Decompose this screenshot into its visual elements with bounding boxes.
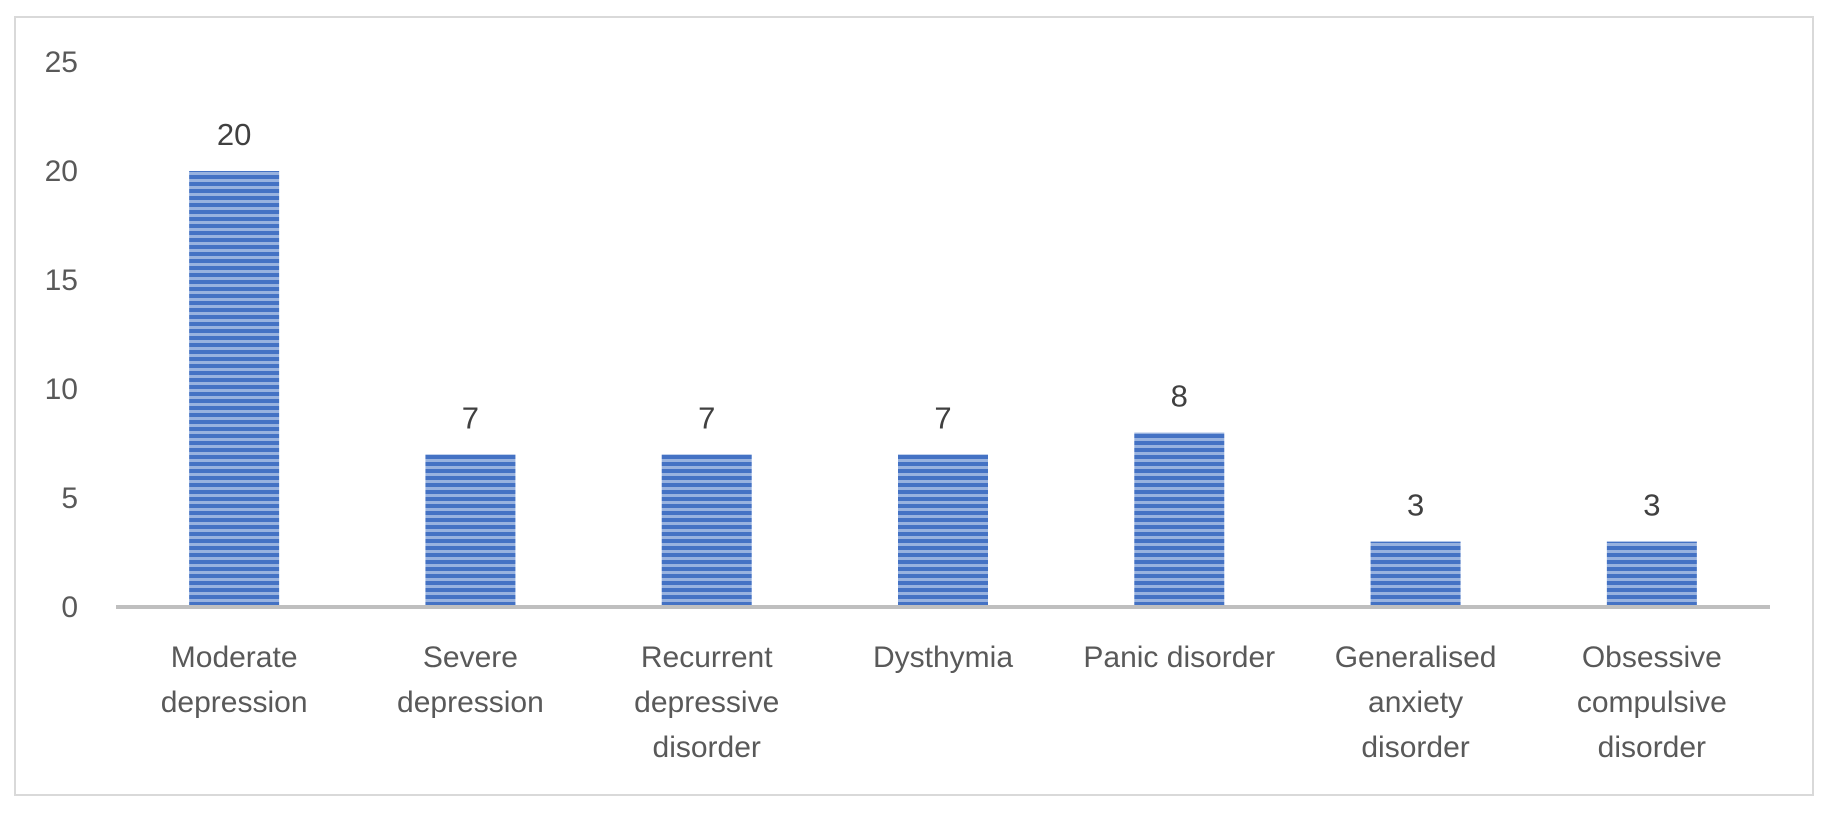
bar bbox=[1606, 541, 1697, 607]
category-label-line: Severe bbox=[423, 641, 518, 674]
category-label-line: Panic disorder bbox=[1083, 641, 1275, 674]
category-label-line: Generalised bbox=[1335, 641, 1497, 674]
category-label: Recurrent depressive disorder bbox=[634, 641, 779, 764]
y-tick-label: 10 bbox=[45, 373, 78, 406]
y-axis-ticks: 0 5 10 15 20 25 bbox=[45, 46, 78, 624]
bar bbox=[425, 454, 516, 607]
chart-frame bbox=[14, 16, 1814, 796]
category-label-line: depression bbox=[161, 686, 308, 719]
data-label: 7 bbox=[462, 400, 479, 435]
category-label-line: anxiety bbox=[1368, 686, 1463, 719]
category-label-line: Recurrent bbox=[641, 641, 773, 674]
y-tick-label: 25 bbox=[45, 46, 78, 79]
category-label-line: depressive bbox=[634, 686, 779, 719]
category-label: Obsessive compulsive disorder bbox=[1577, 641, 1727, 764]
data-label: 3 bbox=[1643, 488, 1660, 523]
category-label-line: Obsessive bbox=[1582, 641, 1722, 674]
category-label-line: Moderate bbox=[171, 641, 298, 674]
data-label: 7 bbox=[698, 400, 715, 435]
category-label-line: disorder bbox=[1598, 731, 1706, 764]
bar bbox=[898, 454, 988, 607]
data-label: 7 bbox=[934, 400, 951, 435]
data-label: 20 bbox=[217, 117, 251, 152]
category-label-line: Dysthymia bbox=[873, 641, 1013, 674]
bar bbox=[1134, 432, 1225, 607]
y-tick-label: 20 bbox=[45, 155, 78, 188]
bar bbox=[189, 171, 280, 607]
y-tick-label: 5 bbox=[61, 482, 78, 515]
category-label: Severe depression bbox=[397, 641, 544, 719]
data-label: 3 bbox=[1407, 488, 1424, 523]
category-label-line: disorder bbox=[1361, 731, 1469, 764]
y-tick-label: 0 bbox=[61, 591, 78, 624]
category-label-line: depression bbox=[397, 686, 544, 719]
data-label: 8 bbox=[1171, 379, 1188, 414]
category-labels: Moderate depression Severe depression Recurr… bbox=[161, 641, 1727, 764]
data-labels: 20 7 7 7 8 3 3 bbox=[217, 117, 1661, 523]
category-label-line: disorder bbox=[653, 731, 761, 764]
bar bbox=[1370, 541, 1461, 607]
y-tick-label: 15 bbox=[45, 264, 78, 297]
category-label: Panic disorder bbox=[1083, 641, 1275, 674]
category-label: Moderate depression bbox=[161, 641, 308, 719]
bar bbox=[661, 454, 752, 607]
category-label: Dysthymia bbox=[873, 641, 1013, 674]
bars bbox=[189, 171, 1697, 607]
category-label-line: compulsive bbox=[1577, 686, 1727, 719]
category-label: Generalised anxiety disorder bbox=[1335, 641, 1497, 764]
